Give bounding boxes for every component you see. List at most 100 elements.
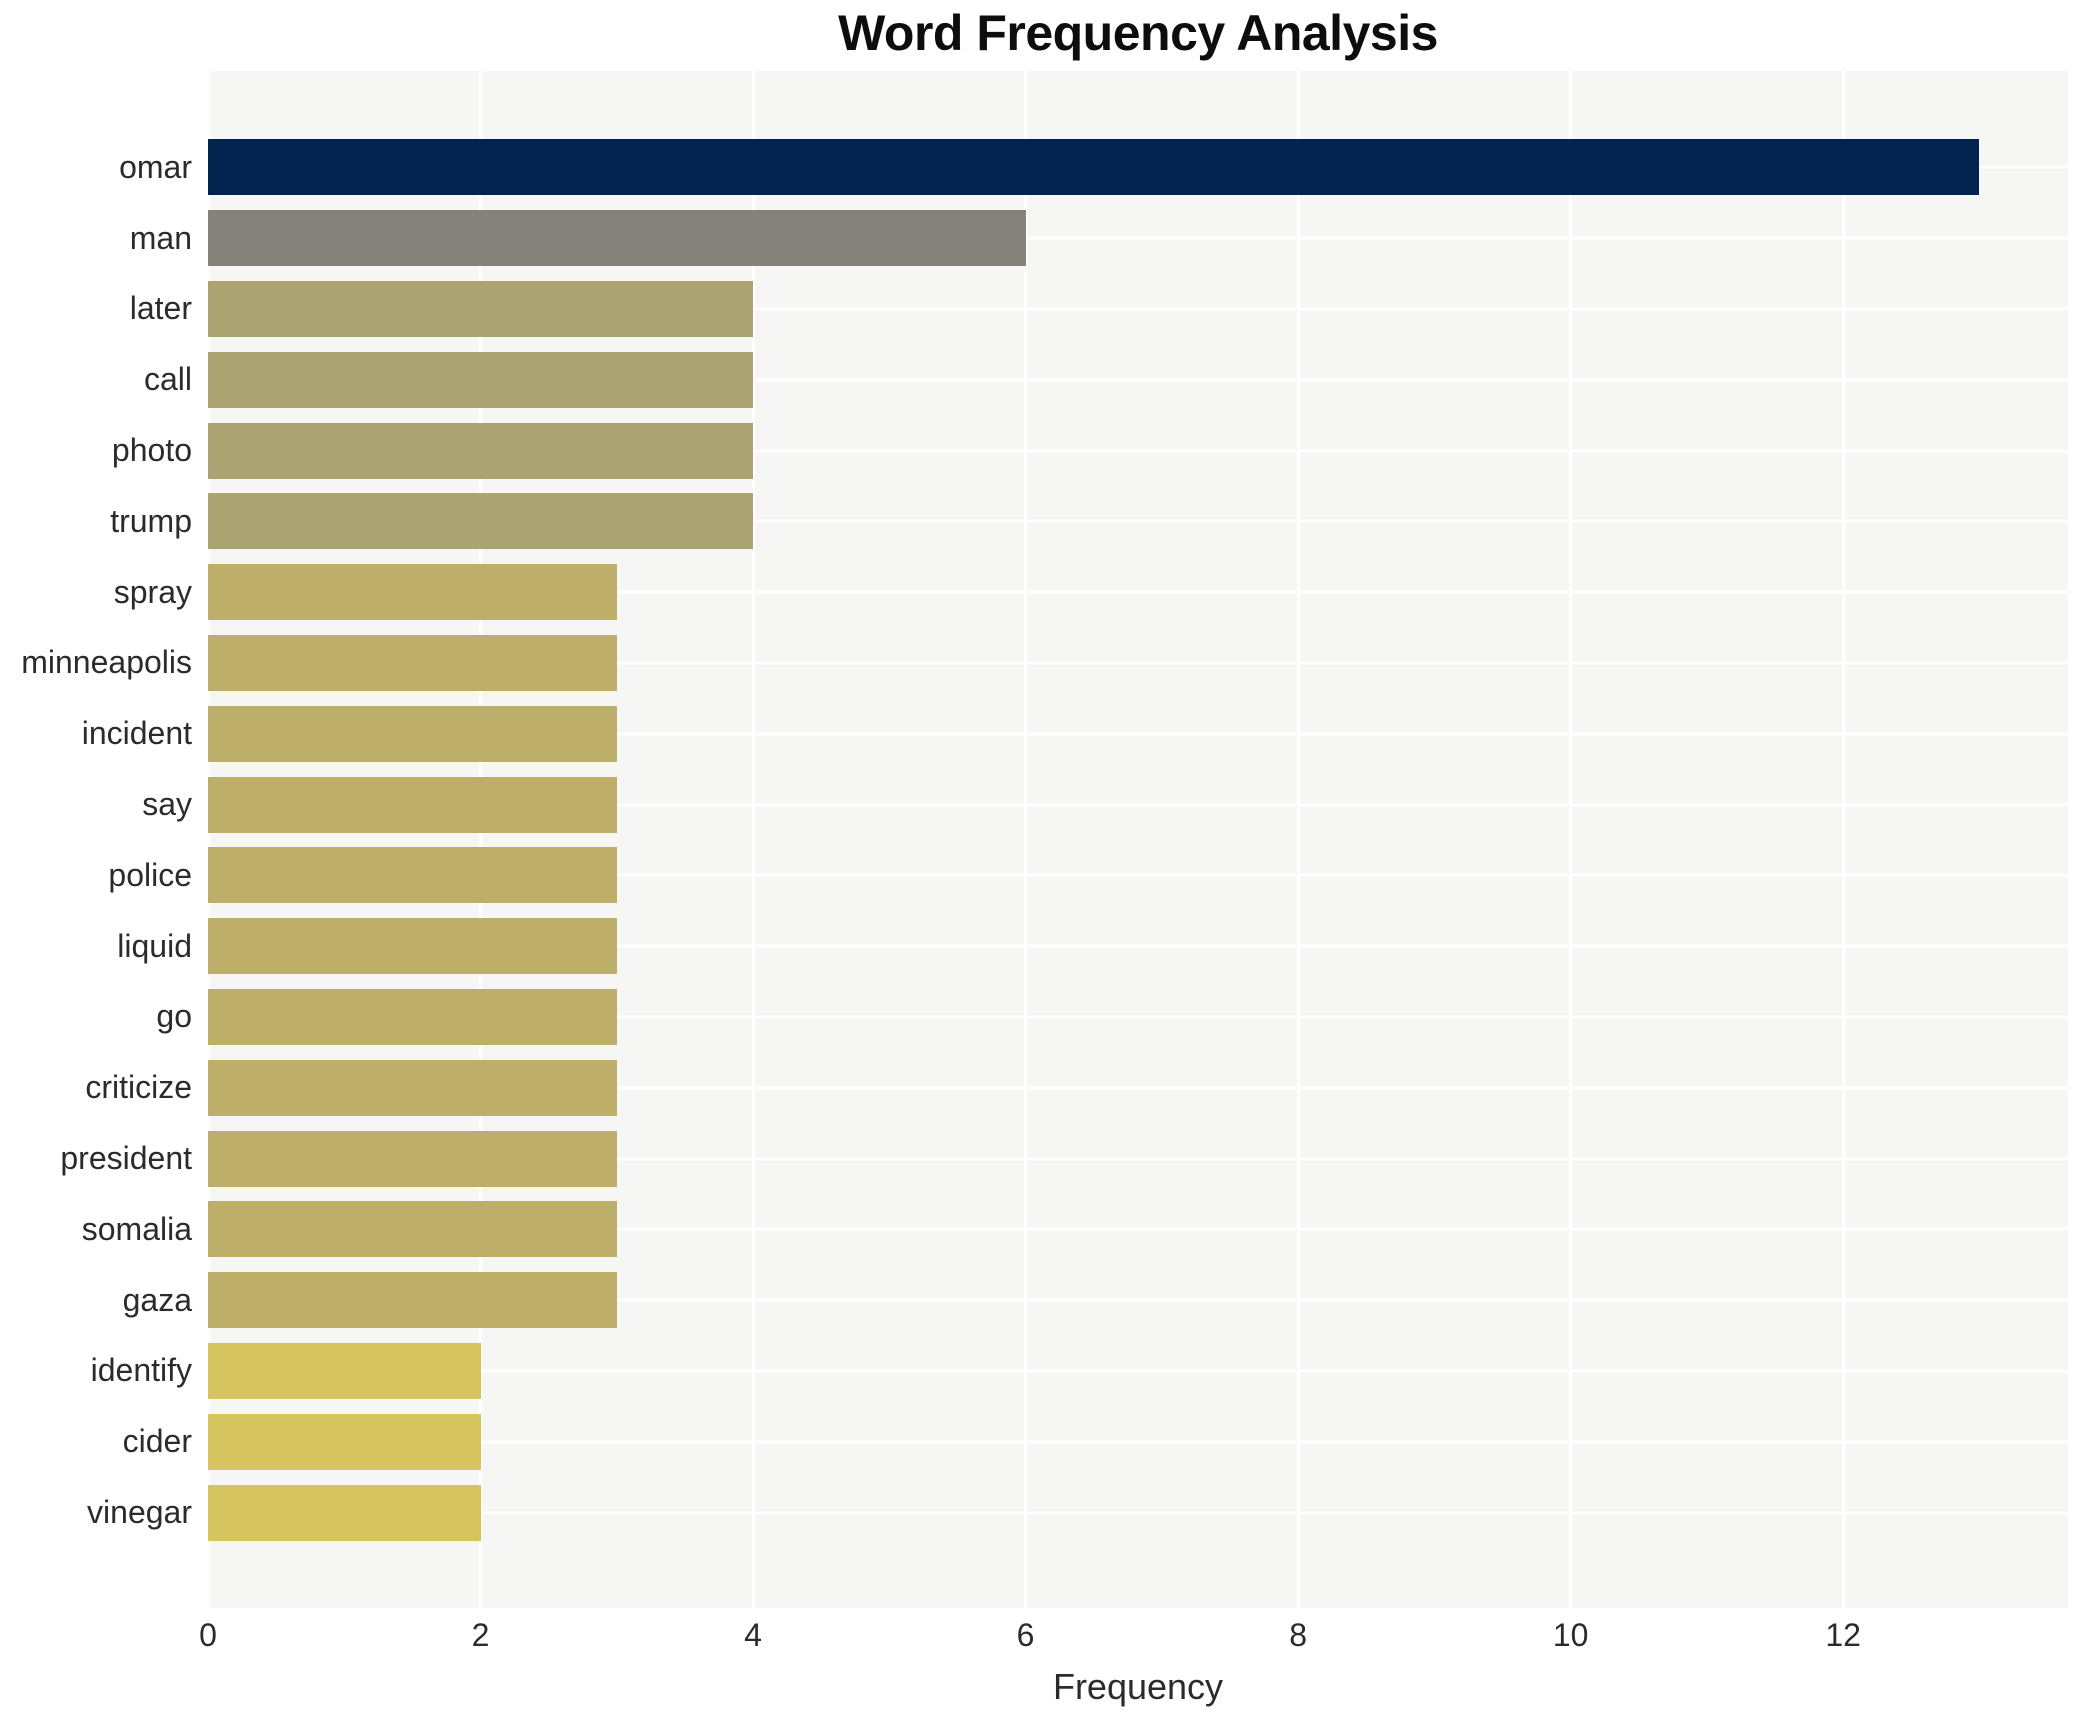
bar-go	[208, 988, 617, 1045]
bar-row: say	[0, 769, 2068, 840]
y-axis-label: somalia	[81, 1210, 192, 1247]
bar-omar	[208, 139, 1980, 196]
bar-track	[208, 1336, 2068, 1407]
x-axis-ticks: 0 2 4 6 8 10 12	[0, 1619, 2087, 1661]
y-axis-label: criticize	[85, 1069, 192, 1106]
v-gridline	[479, 71, 483, 1608]
bar-incident	[208, 705, 617, 762]
v-gridline	[208, 71, 210, 1608]
y-axis-label: vinegar	[87, 1493, 192, 1530]
bar-track	[208, 1265, 2068, 1336]
bar-minneapolis	[208, 634, 617, 691]
bar-somalia	[208, 1201, 617, 1258]
y-axis-label: trump	[110, 502, 192, 539]
bar-row: omar	[0, 132, 2068, 203]
x-tick-label: 4	[744, 1617, 762, 1653]
bar-identify	[208, 1342, 481, 1399]
bar-track	[208, 982, 2068, 1053]
x-tick-label: 2	[471, 1617, 490, 1653]
bar-row: president	[0, 1123, 2068, 1194]
x-tick-label: 10	[1552, 1617, 1589, 1653]
bar-track	[208, 840, 2068, 911]
y-axis-label: spray	[113, 573, 192, 610]
bar-track	[208, 1477, 2068, 1548]
h-gridline	[208, 732, 2068, 736]
bar-track	[208, 132, 2068, 203]
x-tick-label: 8	[1289, 1617, 1308, 1653]
bar-track	[208, 628, 2068, 699]
y-axis-label: say	[142, 785, 192, 822]
bar-criticize	[208, 1059, 617, 1116]
y-axis-label: president	[60, 1139, 192, 1176]
bar-row: gaza	[0, 1265, 2068, 1336]
bar-row: go	[0, 982, 2068, 1053]
bar-president	[208, 1130, 617, 1187]
y-axis-label: call	[143, 361, 192, 398]
x-tick-label: 0	[199, 1617, 217, 1653]
h-gridline	[208, 1440, 2068, 1444]
h-gridline	[208, 519, 2068, 523]
chart-title: Word Frequency Analysis	[838, 5, 1438, 61]
h-gridline	[208, 1086, 2068, 1090]
h-gridline	[208, 236, 2068, 240]
h-gridline	[208, 307, 2068, 311]
bar-row: liquid	[0, 911, 2068, 982]
bar-row: identify	[0, 1336, 2068, 1407]
bar-track	[208, 344, 2068, 415]
h-gridline	[208, 873, 2068, 877]
y-axis-label: minneapolis	[21, 644, 192, 681]
v-gridline	[751, 71, 755, 1608]
h-gridline	[208, 1015, 2068, 1019]
bar-rows: omar man later call photo trump spray minneapol…	[0, 132, 2068, 1548]
h-gridline	[208, 944, 2068, 948]
y-axis-label: gaza	[122, 1281, 192, 1318]
bar-row: later	[0, 274, 2068, 345]
h-gridline	[208, 1157, 2068, 1161]
bar-gaza	[208, 1272, 617, 1329]
y-axis-label: police	[108, 856, 192, 893]
bar-track	[208, 274, 2068, 345]
h-gridline	[208, 1227, 2068, 1231]
bar-row: call	[0, 344, 2068, 415]
bar-row: spray	[0, 557, 2068, 628]
x-axis-label: Frequency	[1052, 1666, 1224, 1707]
h-gridline	[208, 590, 2068, 594]
bar-man	[208, 210, 1026, 267]
y-axis-label: liquid	[117, 927, 192, 964]
bar-row: cider	[0, 1406, 2068, 1477]
y-axis-label: go	[156, 998, 192, 1035]
bar-vinegar	[208, 1484, 481, 1541]
v-gridline	[1024, 71, 1028, 1608]
bar-spray	[208, 564, 617, 621]
y-axis-label: identify	[90, 1352, 192, 1389]
bar-say	[208, 776, 617, 833]
bar-call	[208, 351, 754, 408]
y-axis-label: man	[129, 219, 192, 256]
v-gridline	[1296, 71, 1300, 1608]
bar-row: trump	[0, 486, 2068, 557]
h-gridline	[208, 378, 2068, 382]
v-gridline	[1841, 71, 1845, 1608]
bar-track	[208, 557, 2068, 628]
bar-track	[208, 1123, 2068, 1194]
bar-track	[208, 486, 2068, 557]
h-gridline	[208, 661, 2068, 665]
bar-track	[208, 769, 2068, 840]
bar-track	[208, 203, 2068, 274]
bar-row: vinegar	[0, 1477, 2068, 1548]
bar-police	[208, 847, 617, 904]
bar-row: incident	[0, 698, 2068, 769]
v-gridline	[1569, 71, 1573, 1608]
bar-track	[208, 1052, 2068, 1123]
bar-row: man	[0, 203, 2068, 274]
y-axis-label: cider	[122, 1423, 192, 1460]
h-gridline	[208, 803, 2068, 807]
y-axis-label: photo	[111, 431, 192, 468]
bar-track	[208, 911, 2068, 982]
x-tick-label: 12	[1825, 1617, 1861, 1653]
bar-liquid	[208, 918, 617, 975]
bar-row: minneapolis	[0, 628, 2068, 699]
bar-row: photo	[0, 415, 2068, 486]
h-gridline	[208, 1511, 2068, 1515]
